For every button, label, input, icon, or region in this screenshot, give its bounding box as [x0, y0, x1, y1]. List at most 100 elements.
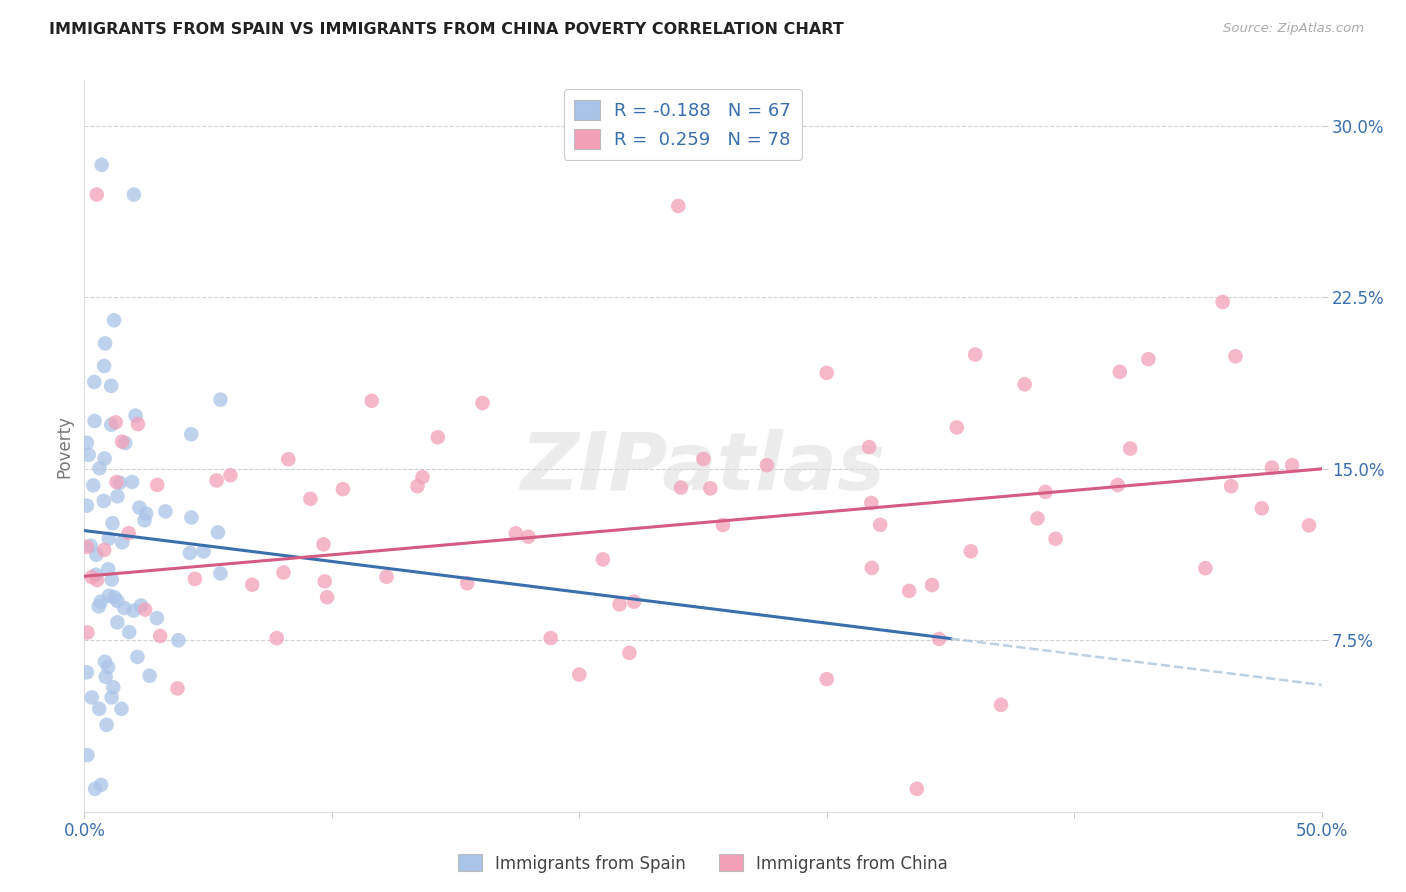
Point	[114, 436, 136, 450]
Point	[860, 496, 883, 510]
Point	[1261, 460, 1284, 475]
Point	[76, 625, 98, 640]
Point	[1250, 501, 1272, 516]
Point	[869, 517, 891, 532]
Point	[312, 537, 335, 551]
Point	[1194, 561, 1216, 575]
Y-axis label: Poverty: Poverty	[55, 415, 73, 477]
Point	[87, 599, 110, 614]
Point	[146, 611, 169, 625]
Point	[104, 415, 127, 429]
Point	[921, 578, 943, 592]
Point	[180, 510, 202, 524]
Point	[411, 470, 433, 484]
Point	[86, 573, 108, 587]
Point	[456, 576, 478, 591]
Point	[80, 539, 103, 553]
Point	[609, 598, 631, 612]
Point	[1212, 295, 1234, 310]
Point	[505, 526, 527, 541]
Point	[100, 573, 122, 587]
Point	[103, 680, 125, 694]
Point	[167, 633, 190, 648]
Point	[755, 458, 778, 473]
Point	[127, 417, 149, 431]
Point	[146, 478, 169, 492]
Point	[815, 366, 838, 380]
Point	[83, 414, 105, 428]
Point	[96, 718, 118, 732]
Point	[105, 615, 128, 630]
Point	[134, 513, 156, 527]
Point	[84, 548, 107, 562]
Point	[1026, 511, 1049, 525]
Point	[94, 655, 117, 669]
Point	[965, 347, 987, 362]
Point	[122, 187, 145, 202]
Point	[1107, 478, 1129, 492]
Point	[277, 452, 299, 467]
Point	[76, 435, 98, 450]
Point	[426, 430, 449, 444]
Point	[592, 552, 614, 566]
Point	[711, 518, 734, 533]
Point	[299, 491, 322, 506]
Point	[84, 781, 107, 796]
Point	[406, 479, 429, 493]
Point	[80, 690, 103, 705]
Point	[93, 494, 115, 508]
Point	[101, 516, 124, 531]
Point	[94, 670, 117, 684]
Point	[129, 599, 152, 613]
Point	[90, 158, 112, 172]
Point	[105, 594, 128, 608]
Point	[110, 702, 132, 716]
Point	[898, 583, 921, 598]
Point	[93, 543, 115, 558]
Point	[332, 482, 354, 496]
Point	[273, 566, 295, 580]
Point	[107, 489, 129, 503]
Point	[94, 336, 117, 351]
Point	[82, 478, 104, 492]
Point	[471, 396, 494, 410]
Text: IMMIGRANTS FROM SPAIN VS IMMIGRANTS FROM CHINA POVERTY CORRELATION CHART: IMMIGRANTS FROM SPAIN VS IMMIGRANTS FROM…	[49, 22, 844, 37]
Point	[100, 417, 122, 432]
Point	[97, 660, 120, 674]
Point	[666, 199, 689, 213]
Point	[83, 375, 105, 389]
Text: Source: ZipAtlas.com: Source: ZipAtlas.com	[1223, 22, 1364, 36]
Point	[815, 672, 838, 686]
Point	[98, 589, 121, 603]
Point	[80, 570, 103, 584]
Point	[89, 461, 111, 475]
Point	[105, 475, 128, 489]
Point	[122, 604, 145, 618]
Point	[76, 540, 98, 554]
Point	[108, 475, 131, 490]
Point	[928, 632, 950, 646]
Point	[360, 393, 382, 408]
Point	[100, 379, 122, 393]
Point	[905, 781, 928, 796]
Point	[669, 481, 692, 495]
Point	[76, 665, 98, 680]
Point	[100, 690, 122, 705]
Point	[89, 702, 111, 716]
Point	[209, 392, 232, 407]
Point	[77, 448, 100, 462]
Point	[205, 474, 228, 488]
Point	[1014, 377, 1036, 392]
Point	[240, 577, 263, 591]
Point	[209, 566, 232, 581]
Point	[375, 570, 398, 584]
Point	[959, 544, 981, 558]
Point	[219, 468, 242, 483]
Point	[103, 313, 125, 327]
Point	[1119, 442, 1142, 456]
Point	[84, 567, 107, 582]
Point	[540, 631, 562, 645]
Point	[1108, 365, 1130, 379]
Point	[111, 434, 134, 449]
Point	[1137, 352, 1160, 367]
